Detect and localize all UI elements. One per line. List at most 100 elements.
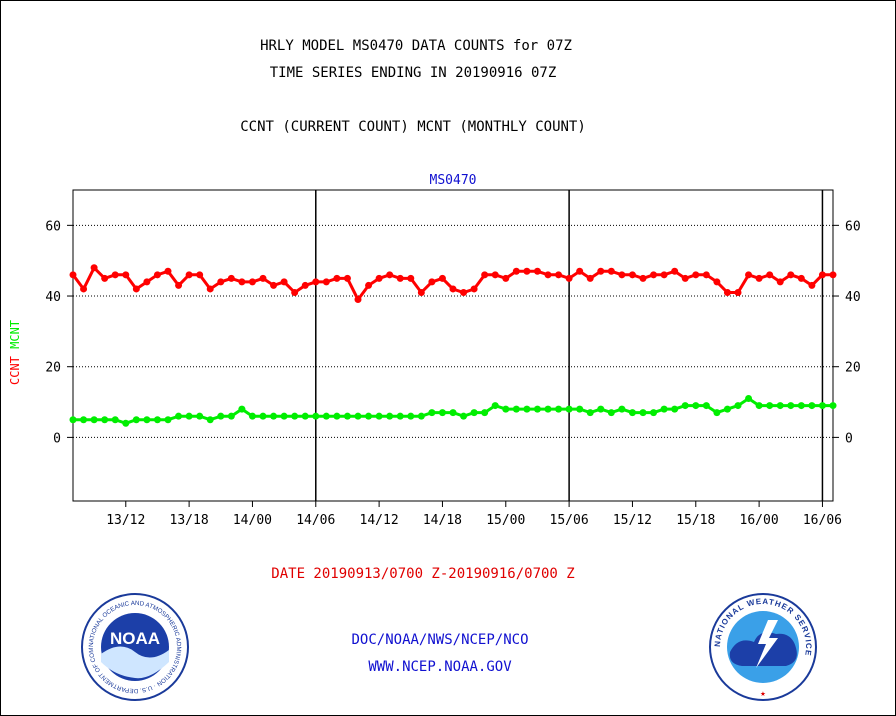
series-point-ccnt (692, 271, 700, 279)
series-point-mcnt (544, 405, 552, 413)
chart-title: HRLY MODEL MS0470 DATA COUNTS for 07Z (260, 38, 572, 54)
series-point-ccnt (386, 271, 394, 279)
series-point-mcnt (808, 402, 816, 410)
series-point-mcnt (280, 412, 288, 420)
series-point-ccnt (555, 271, 563, 279)
series-point-ccnt (702, 271, 710, 279)
series-point-ccnt (164, 267, 172, 275)
footer-org-label: DOC/NOAA/NWS/NCEP/NCO (351, 632, 529, 648)
series-point-mcnt (449, 409, 457, 417)
series-point-mcnt (639, 409, 647, 417)
x-tick-label: 14/00 (233, 513, 272, 528)
series-point-ccnt (407, 274, 415, 282)
series-point-ccnt (797, 274, 805, 282)
series-point-ccnt (132, 285, 140, 293)
series-point-mcnt (365, 412, 373, 420)
series-point-mcnt (470, 409, 478, 417)
series-point-mcnt (185, 412, 193, 420)
series-point-ccnt (280, 278, 288, 286)
series-point-mcnt (660, 405, 668, 413)
series-point-ccnt (576, 267, 584, 275)
series-point-mcnt (322, 412, 330, 420)
series-point-mcnt (797, 402, 805, 410)
series-point-mcnt (333, 412, 341, 420)
series-point-ccnt (122, 271, 130, 279)
series-point-mcnt (502, 405, 510, 413)
noaa-logo-gull (101, 646, 169, 679)
series-point-ccnt (248, 278, 256, 286)
series-point-mcnt (248, 412, 256, 420)
series-point-mcnt (597, 405, 605, 413)
noaa-logo-text: NOAA (110, 629, 160, 648)
series-point-ccnt (650, 271, 658, 279)
series-point-ccnt (343, 274, 351, 282)
series-point-mcnt (512, 405, 520, 413)
series-point-mcnt (428, 409, 436, 417)
y-tick-label-left: 40 (45, 290, 61, 305)
y-axis-label: CCNT MCNT (8, 320, 22, 385)
series-point-ccnt (628, 271, 636, 279)
series-point-ccnt (671, 267, 679, 275)
series-point-mcnt (90, 416, 98, 424)
series-point-mcnt (523, 405, 531, 413)
series-point-ccnt (618, 271, 626, 279)
series-point-ccnt (597, 267, 605, 275)
nws-logo-star: ★ (760, 689, 766, 699)
footer-url-link[interactable]: WWW.NCEP.NOAA.GOV (368, 659, 512, 675)
series-point-ccnt (206, 285, 214, 293)
series-point-ccnt (544, 271, 552, 279)
series-point-mcnt (407, 412, 415, 420)
series-point-ccnt (818, 271, 826, 279)
series-point-mcnt (565, 405, 573, 413)
series-point-mcnt (164, 416, 172, 424)
y-tick-label-right: 0 (845, 431, 853, 446)
series-point-ccnt (512, 267, 520, 275)
x-tick-label: 15/12 (613, 513, 652, 528)
series-point-ccnt (502, 274, 510, 282)
series-point-mcnt (776, 402, 784, 410)
series-point-ccnt (449, 285, 457, 293)
series-point-mcnt (576, 405, 584, 413)
series-point-ccnt (80, 285, 88, 293)
series-point-mcnt (555, 405, 563, 413)
series-point-ccnt (470, 285, 478, 293)
series-point-ccnt (681, 274, 689, 282)
series-point-mcnt (153, 416, 161, 424)
series-point-ccnt (175, 281, 183, 289)
series-point-mcnt (755, 402, 763, 410)
series-point-ccnt (607, 267, 615, 275)
y-tick-label-left: 0 (53, 431, 61, 446)
series-point-ccnt (90, 264, 98, 272)
x-tick-label: 13/18 (170, 513, 209, 528)
series-point-ccnt (438, 274, 446, 282)
chart-series-description: CCNT (CURRENT COUNT) MCNT (MONTHLY COUNT… (240, 119, 586, 135)
series-point-ccnt (734, 288, 742, 296)
series-point-ccnt (745, 271, 753, 279)
series-point-mcnt (650, 409, 658, 417)
series-point-mcnt (312, 412, 320, 420)
series-point-mcnt (618, 405, 626, 413)
series-point-ccnt (101, 274, 109, 282)
series-point-ccnt (713, 278, 721, 286)
series-point-ccnt (143, 278, 151, 286)
series-point-ccnt (259, 274, 267, 282)
series-point-mcnt (702, 402, 710, 410)
series-point-mcnt (723, 405, 731, 413)
series-point-mcnt (101, 416, 109, 424)
y-axis-label-ccnt: CCNT (8, 349, 22, 385)
series-point-ccnt (322, 278, 330, 286)
series-point-ccnt (69, 271, 77, 279)
series-point-mcnt (227, 412, 235, 420)
series-point-mcnt (586, 409, 594, 417)
series-point-ccnt (153, 271, 161, 279)
y-axis-label-mcnt: MCNT (8, 320, 22, 349)
series-point-mcnt (829, 402, 837, 410)
series-point-ccnt (586, 274, 594, 282)
y-tick-label-right: 20 (845, 361, 861, 376)
series-point-mcnt (745, 395, 753, 403)
series-point-mcnt (122, 419, 130, 427)
series-point-ccnt (301, 281, 309, 289)
series-point-ccnt (565, 274, 573, 282)
noaa-logo: NOAA NATIONAL OCEANIC AND ATMOSPHERIC AD… (80, 592, 189, 701)
